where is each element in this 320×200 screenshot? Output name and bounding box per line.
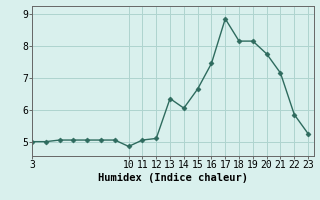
X-axis label: Humidex (Indice chaleur): Humidex (Indice chaleur): [98, 173, 248, 183]
